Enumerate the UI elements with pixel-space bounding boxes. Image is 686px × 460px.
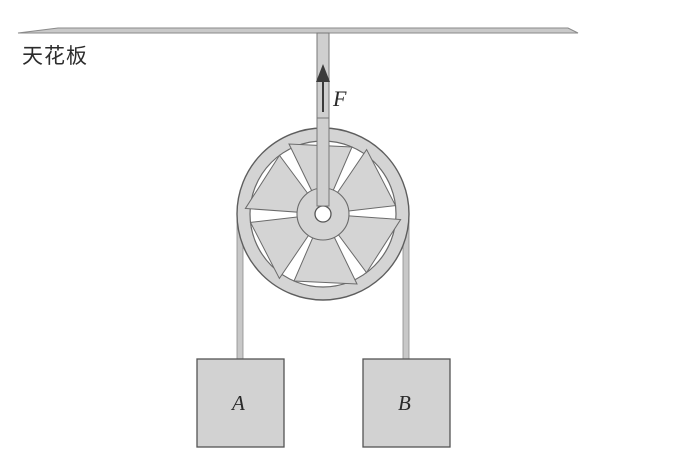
block-a: [196, 358, 285, 448]
force-arrow: [316, 64, 330, 112]
force-label: F: [333, 86, 347, 111]
support-rod-front: [316, 117, 330, 207]
ceiling-plate: [17, 27, 579, 34]
block-b: [362, 358, 451, 448]
pulley-axle: [314, 205, 332, 223]
block-a-label: A: [232, 391, 245, 415]
ceiling-label: 天花板: [22, 44, 88, 68]
block-b-label: B: [398, 391, 411, 415]
